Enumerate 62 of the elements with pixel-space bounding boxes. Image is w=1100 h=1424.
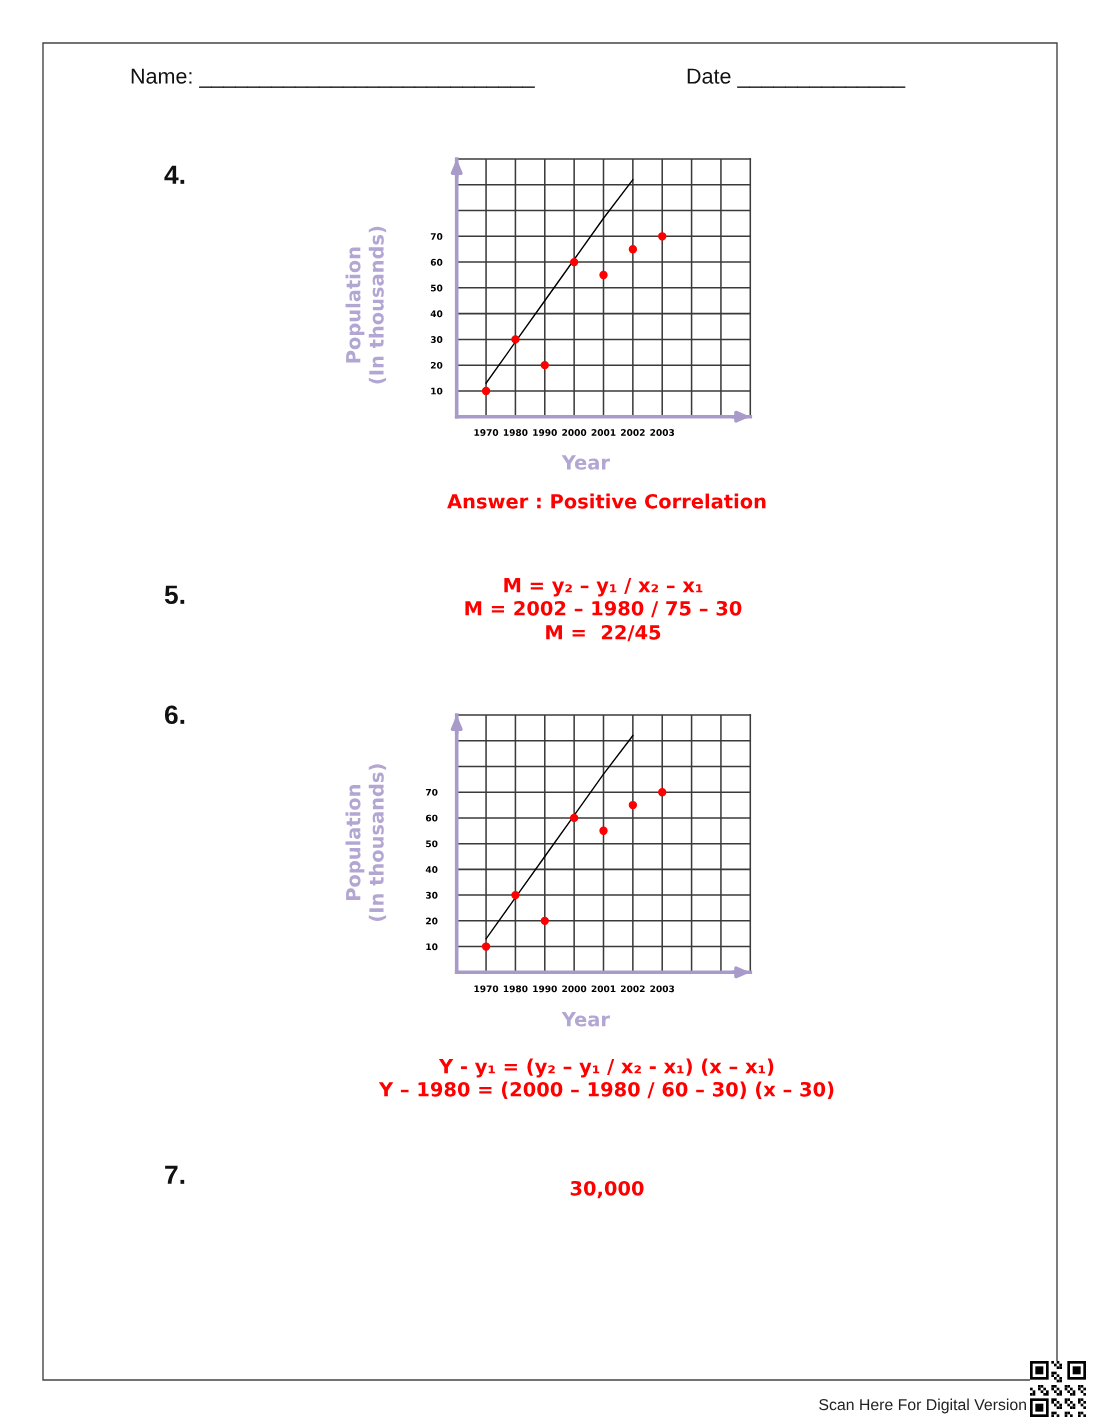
line-series [485, 734, 634, 940]
y-tick-label: 50 [426, 840, 438, 848]
text: M = y₂ – y₁ / x₂ – x₁ [504, 578, 703, 597]
point [511, 890, 520, 900]
x-tick-label: 1970 [474, 985, 499, 993]
x-tick-label: 1970 [474, 429, 499, 436]
point [628, 800, 638, 810]
point [481, 942, 491, 951]
text: 4. [164, 165, 185, 184]
y-axis-title: Population (In thousands) [345, 226, 387, 384]
x-tick-label: 1990 [533, 985, 557, 993]
line-series [485, 178, 634, 384]
x-tick-label: 1980 [503, 429, 528, 436]
x-tick-label: 2001 [591, 429, 616, 436]
text: Y - y₁ = (y₂ – y₁ / x₂ - x₁) (x – x₁) [438, 1058, 774, 1078]
point [599, 826, 608, 835]
x-tick-label: 1980 [503, 985, 528, 993]
x-axis-title: Year [561, 1012, 610, 1027]
x-tick-label: 2002 [621, 985, 645, 993]
y-tick-label: 60 [430, 258, 443, 266]
point [569, 813, 579, 823]
point [481, 386, 491, 396]
x-axis-title: Year [561, 455, 610, 470]
x-tick-label: 2003 [650, 429, 675, 436]
text: Answer : Positive Correlation [447, 493, 766, 509]
text: 5. [164, 585, 185, 605]
x-tick-label: 2003 [650, 985, 675, 993]
point [658, 788, 667, 797]
text: 7. [165, 1165, 185, 1184]
y-tick-label: 60 [425, 814, 438, 822]
x-tick-label: 2000 [562, 429, 587, 436]
y-tick-label: 30 [430, 336, 443, 343]
y-axis-title: Population (In thousands) [345, 764, 387, 921]
y-tick-label: 10 [426, 943, 438, 951]
y-tick-label: 40 [425, 866, 438, 873]
y-tick-label: 10 [431, 387, 443, 395]
x-tick-label: 2000 [562, 985, 587, 993]
x-tick-label: 2002 [621, 429, 645, 436]
y-tick-label: 30 [425, 891, 438, 899]
text: Date ______________ [687, 68, 906, 88]
point [658, 232, 667, 241]
point [569, 257, 579, 267]
y-tick-label: 70 [425, 788, 438, 796]
point [599, 270, 608, 280]
text: Scan Here For Digital Version [819, 1398, 1026, 1414]
text: 6. [164, 705, 185, 725]
text: 30,000 [570, 1180, 644, 1199]
y-tick-label: 20 [426, 917, 438, 925]
text: Name: ____________________________ [131, 68, 535, 88]
x-tick-label: 1990 [533, 429, 557, 436]
y-tick-label: 20 [430, 361, 443, 369]
text: M = 22/45 [546, 624, 661, 642]
text: M = 2002 – 1980 / 75 – 30 [465, 600, 742, 618]
point [511, 335, 520, 344]
y-tick-label: 40 [430, 310, 443, 318]
y-tick-label: 50 [430, 284, 443, 292]
point [628, 245, 638, 254]
y-tick-label: 70 [430, 233, 443, 240]
text: Y – 1980 = (2000 – 1980 / 60 – 30) (x – 30) [378, 1081, 834, 1099]
point [540, 360, 549, 370]
point [540, 916, 549, 926]
x-tick-label: 2001 [591, 985, 616, 993]
